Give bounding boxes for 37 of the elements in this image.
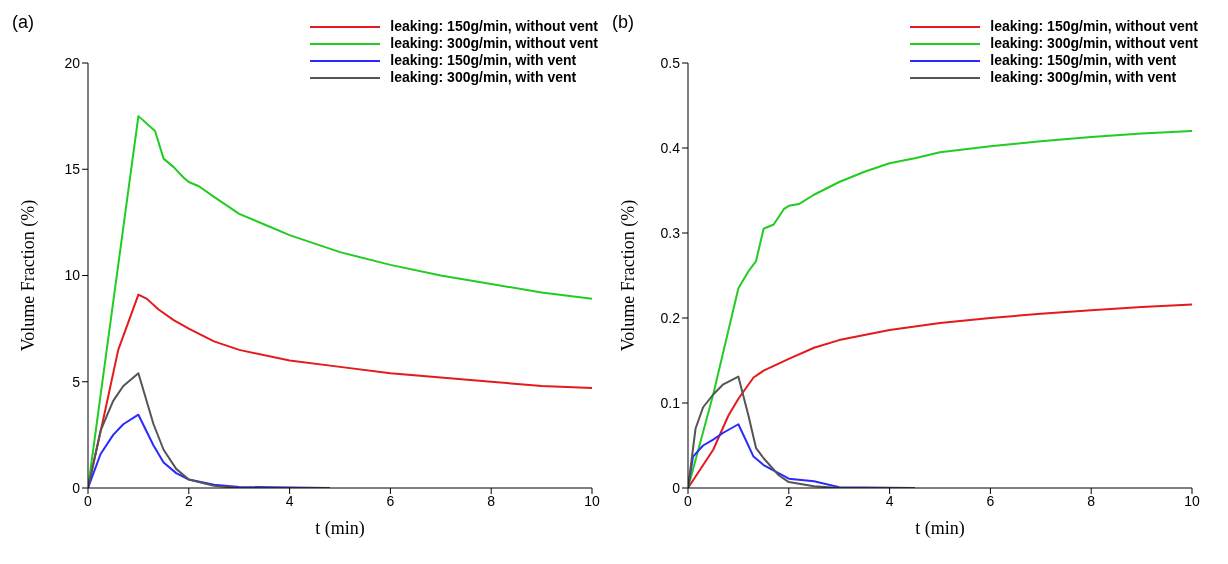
x-tick-label: 2 [184, 492, 193, 509]
x-tick-label: 0 [84, 492, 93, 509]
y-tick-label: 15 [64, 161, 81, 178]
x-tick-label: 6 [986, 492, 995, 509]
x-tick-label: 4 [285, 492, 294, 509]
y-tick-label: 0 [72, 479, 81, 496]
x-axis-title: t (min) [915, 518, 965, 539]
y-tick-label: 10 [64, 267, 81, 284]
x-tick-label: 0 [684, 492, 693, 509]
chart-title: (b) [612, 12, 634, 33]
y-tick-label: 0.2 [660, 309, 681, 326]
x-tick-label: 2 [784, 492, 793, 509]
y-tick-label: 20 [64, 54, 81, 71]
y-axis-title: Volume Fraction (%) [18, 199, 40, 352]
legend-label: leaking: 150g/min, with vent [990, 52, 1177, 69]
y-axis-title: Volume Fraction (%) [618, 199, 640, 352]
x-tick-label: 8 [1087, 492, 1096, 509]
y-tick-label: 5 [72, 373, 81, 390]
x-tick-label: 8 [487, 492, 496, 509]
y-tick-label: 0.5 [660, 54, 681, 71]
x-tick-label: 10 [584, 492, 600, 509]
chart-title: (a) [12, 12, 34, 33]
y-tick-label: 0.4 [660, 139, 681, 156]
y-tick-label: 0.1 [660, 394, 681, 411]
legend-label: leaking: 300g/min, without vent [390, 35, 598, 52]
x-axis-title: t (min) [315, 518, 365, 539]
y-tick-label: 0 [672, 479, 681, 496]
x-tick-label: 10 [1184, 492, 1200, 509]
legend-label: leaking: 150g/min, without vent [390, 18, 598, 35]
legend-label: leaking: 300g/min, without vent [990, 35, 1198, 52]
x-tick-label: 6 [386, 492, 395, 509]
x-tick-label: 4 [885, 492, 894, 509]
y-tick-label: 0.3 [660, 224, 681, 241]
legend-label: leaking: 300g/min, with vent [990, 69, 1177, 86]
legend-label: leaking: 300g/min, with vent [390, 69, 577, 86]
legend-label: leaking: 150g/min, without vent [990, 18, 1198, 35]
legend-label: leaking: 150g/min, with vent [390, 52, 577, 69]
